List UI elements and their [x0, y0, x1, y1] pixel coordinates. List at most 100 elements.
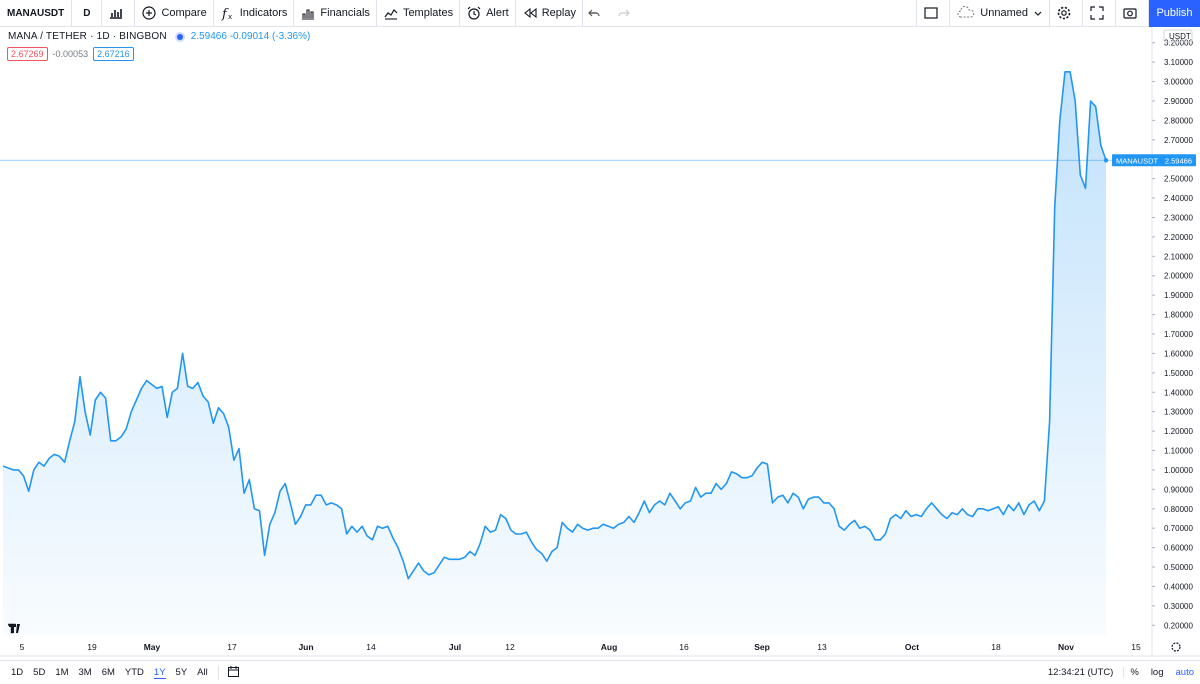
price-tick-label: 2.40000: [1164, 194, 1193, 203]
range-button-1y[interactable]: 1Y: [153, 666, 166, 679]
price-tick-label: 2.70000: [1164, 136, 1193, 145]
time-tick-label: 14: [366, 642, 376, 652]
time-tick-label: 17: [227, 642, 237, 652]
time-tick-label: Sep: [754, 642, 770, 652]
log-toggle[interactable]: log: [1150, 667, 1164, 678]
price-tick-label: 1.30000: [1164, 408, 1193, 417]
time-tick-label: Nov: [1058, 642, 1074, 652]
range-button-1d[interactable]: 1D: [11, 667, 24, 678]
goto-date-icon[interactable]: [227, 665, 240, 681]
time-tick-label: Aug: [601, 642, 618, 652]
time-tick-label: May: [144, 642, 161, 652]
svg-text:f: f: [221, 7, 229, 21]
axis-settings-icon[interactable]: [1171, 642, 1181, 652]
price-tick-label: 1.60000: [1164, 349, 1193, 358]
last-price-dot: [1103, 158, 1109, 163]
buy-price-badge[interactable]: 2.67216: [93, 47, 134, 61]
price-tick-label: 2.20000: [1164, 233, 1193, 242]
clock-readout[interactable]: 12:34:21 (UTC): [1042, 667, 1125, 678]
market-status-dot: [176, 33, 183, 40]
price-tick-label: 3.00000: [1164, 78, 1193, 87]
price-tick-label: 0.20000: [1164, 621, 1193, 630]
financials-icon: [300, 5, 316, 21]
time-tick-label: 19: [87, 642, 97, 652]
compare-button[interactable]: Compare: [135, 0, 214, 27]
replay-label: Replay: [541, 7, 576, 19]
undo-button[interactable]: [583, 0, 611, 27]
range-button-ytd[interactable]: YTD: [124, 667, 144, 678]
price-area-fill: [3, 71, 1106, 636]
rewind-icon: [522, 5, 538, 21]
time-tick-label: 18: [991, 642, 1001, 652]
chevron-down-icon: [1033, 5, 1043, 21]
fullscreen-button[interactable]: [1083, 0, 1116, 27]
price-tick-label: 1.10000: [1164, 447, 1193, 456]
range-divider: [217, 665, 219, 680]
range-button-5d[interactable]: 5D: [33, 667, 46, 678]
price-tick-label: 0.40000: [1164, 582, 1193, 591]
replay-button[interactable]: Replay: [516, 0, 583, 27]
legend-title: MANA / TETHER · 1D · BINGBON: [8, 31, 167, 42]
chart-canvas[interactable]: 3.20000 3.10000 3.00000 2.90000 2.80000 2.700…: [0, 27, 1200, 657]
last-price-badge: [1112, 154, 1196, 167]
sell-price-badge[interactable]: 2.67269: [7, 47, 48, 61]
plus-circle-icon: [141, 5, 157, 21]
redo-button[interactable]: [611, 0, 639, 27]
range-button-5y[interactable]: 5Y: [175, 667, 188, 678]
bottom-toolbar: 1D 5D 1M 3M 6M YTD 1Y 5Y All 12:34:21 (UTC) % lo…: [0, 660, 1200, 684]
price-tick-label: 1.20000: [1164, 427, 1193, 436]
chart-legend: MANA / TETHER · 1D · BINGBON 2.59466 -0.…: [8, 31, 310, 42]
financials-button[interactable]: Financials: [294, 0, 377, 27]
time-tick-label: 13: [817, 642, 827, 652]
templates-button[interactable]: Templates: [377, 0, 461, 27]
price-tick-label: 2.80000: [1164, 116, 1193, 125]
cloud-icon: [956, 5, 976, 21]
price-tick-label: 1.40000: [1164, 388, 1193, 397]
price-tick-label: 2.90000: [1164, 97, 1193, 106]
price-tick-label: 0.30000: [1164, 602, 1193, 611]
last-price-symbol: MANAUSDT: [1116, 156, 1159, 165]
buy-sell-badges: 2.67269 -0.00053 2.67216: [7, 47, 134, 61]
settings-button[interactable]: [1050, 0, 1083, 27]
camera-icon: [1122, 5, 1138, 21]
range-button-all[interactable]: All: [197, 667, 208, 678]
price-tick-label: 1.70000: [1164, 330, 1193, 339]
alert-button[interactable]: Alert: [460, 0, 516, 27]
auto-scale-toggle[interactable]: auto: [1175, 667, 1195, 678]
price-tick-label: 3.20000: [1164, 39, 1193, 48]
svg-text:x: x: [228, 13, 232, 21]
bar-chart-icon: [108, 5, 124, 21]
range-button-3m[interactable]: 3M: [78, 667, 92, 678]
range-button-1m[interactable]: 1M: [55, 667, 69, 678]
publish-button[interactable]: Publish: [1149, 0, 1200, 27]
time-tick-label: Jun: [298, 642, 313, 652]
time-tick-label: Jul: [449, 642, 461, 652]
price-tick-label: 0.80000: [1164, 505, 1193, 514]
symbol-search[interactable]: MANAUSDT: [0, 0, 73, 27]
alarm-clock-icon: [466, 5, 482, 21]
fullscreen-select-button[interactable]: [916, 0, 951, 27]
date-range-selector: 1D 5D 1M 3M 6M YTD 1Y 5Y All: [11, 665, 250, 681]
currency-button[interactable]: [1163, 29, 1193, 43]
price-series-line: [2, 71, 1107, 580]
spread-value: -0.00053: [52, 49, 89, 59]
range-button-6m[interactable]: 6M: [101, 667, 115, 678]
price-chart[interactable]: 3.20000 3.10000 3.00000 2.90000 2.80000 2.700…: [0, 27, 1200, 657]
gear-icon: [1056, 5, 1072, 21]
time-tick-label: Oct: [905, 642, 919, 652]
time-tick-label: 15: [1131, 642, 1141, 652]
snapshot-button[interactable]: [1116, 0, 1149, 27]
layout-menu-button[interactable]: Unnamed: [950, 0, 1050, 27]
square-icon: [923, 5, 939, 21]
price-tick-label: 2.50000: [1164, 175, 1193, 184]
financials-label: Financials: [320, 7, 370, 19]
percent-toggle[interactable]: %: [1130, 667, 1139, 678]
time-tick-label: 16: [679, 642, 689, 652]
price-tick-label: 2.00000: [1164, 272, 1193, 281]
price-tick-label: 2.10000: [1164, 252, 1193, 261]
chart-style-button[interactable]: [102, 0, 136, 27]
interval-button[interactable]: D: [72, 0, 103, 27]
